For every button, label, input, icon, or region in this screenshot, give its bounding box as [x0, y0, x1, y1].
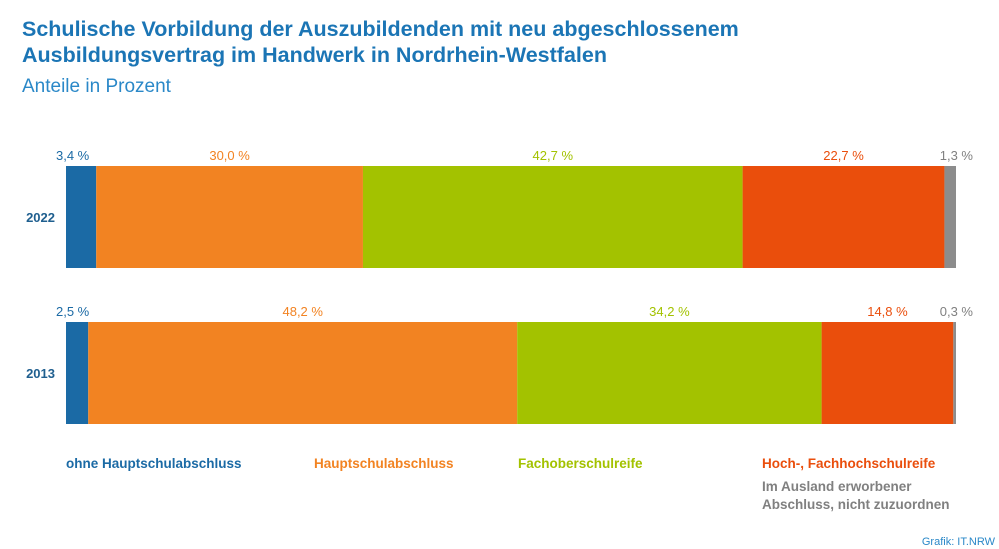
category-label-2022: 2022: [26, 210, 55, 225]
chart-title: Schulische Vorbildung der Auszubildenden…: [22, 16, 982, 68]
bar-2013-hoch-fachhochschulreife: [821, 322, 954, 424]
bar-2022-fachoberschulreife: [362, 166, 743, 268]
legend-entry-hochschulreife: Hoch-, Fachhochschulreife: [762, 456, 936, 471]
value-label-2022-im-ausland-erworbener-abschluss-nicht-zuzuordnen: 1,3 %: [940, 148, 974, 163]
value-label-2022-ohne-hauptschulabschluss: 3,4 %: [56, 148, 90, 163]
chart-subtitle: Anteile in Prozent: [22, 76, 171, 97]
value-label-2013-ohne-hauptschulabschluss: 2,5 %: [56, 304, 90, 319]
value-label-2013-im-ausland-erworbener-abschluss-nicht-zuzuordnen: 0,3 %: [940, 304, 974, 319]
bar-2013-im-ausland-erworbener-abschluss-nicht-zuzuordnen: [953, 322, 956, 424]
legend-entry-fachoberschulreife: Fachoberschulreife: [518, 456, 643, 471]
legend-entry-ohne-hauptschulabschluss: ohne Hauptschulabschluss: [66, 456, 242, 471]
value-label-2013-fachoberschulreife: 34,2 %: [649, 304, 690, 319]
value-label-2013-hauptschulabschluss: 48,2 %: [282, 304, 323, 319]
value-label-2022-hoch-fachhochschulreife: 22,7 %: [823, 148, 864, 163]
legend-entry-hauptschulabschluss: Hauptschulabschluss: [314, 456, 454, 471]
value-label-2022-hauptschulabschluss: 30,0 %: [209, 148, 250, 163]
bar-2013-hauptschulabschluss: [88, 322, 518, 424]
bar-2013-ohne-hauptschulabschluss: [66, 322, 89, 424]
legend-entry-ausland: Im Ausland erworbener Abschluss, nicht z…: [762, 479, 950, 512]
chart-title-line-2: Ausbildungsvertrag im Handwerk in Nordrh…: [22, 43, 607, 67]
category-label-2013: 2013: [26, 366, 55, 381]
value-label-2013-hoch-fachhochschulreife: 14,8 %: [867, 304, 908, 319]
source-credit: Grafik: IT.NRW: [921, 536, 995, 548]
chart-title-line-1: Schulische Vorbildung der Auszubildenden…: [22, 17, 739, 41]
bar-2022-im-ausland-erworbener-abschluss-nicht-zuzuordnen: [944, 166, 956, 268]
bar-2022-hauptschulabschluss: [96, 166, 363, 268]
bar-2022-ohne-hauptschulabschluss: [66, 166, 97, 268]
bar-2022-hoch-fachhochschulreife: [742, 166, 945, 268]
value-label-2022-fachoberschulreife: 42,7 %: [533, 148, 574, 163]
bar-2013-fachoberschulreife: [517, 322, 822, 424]
